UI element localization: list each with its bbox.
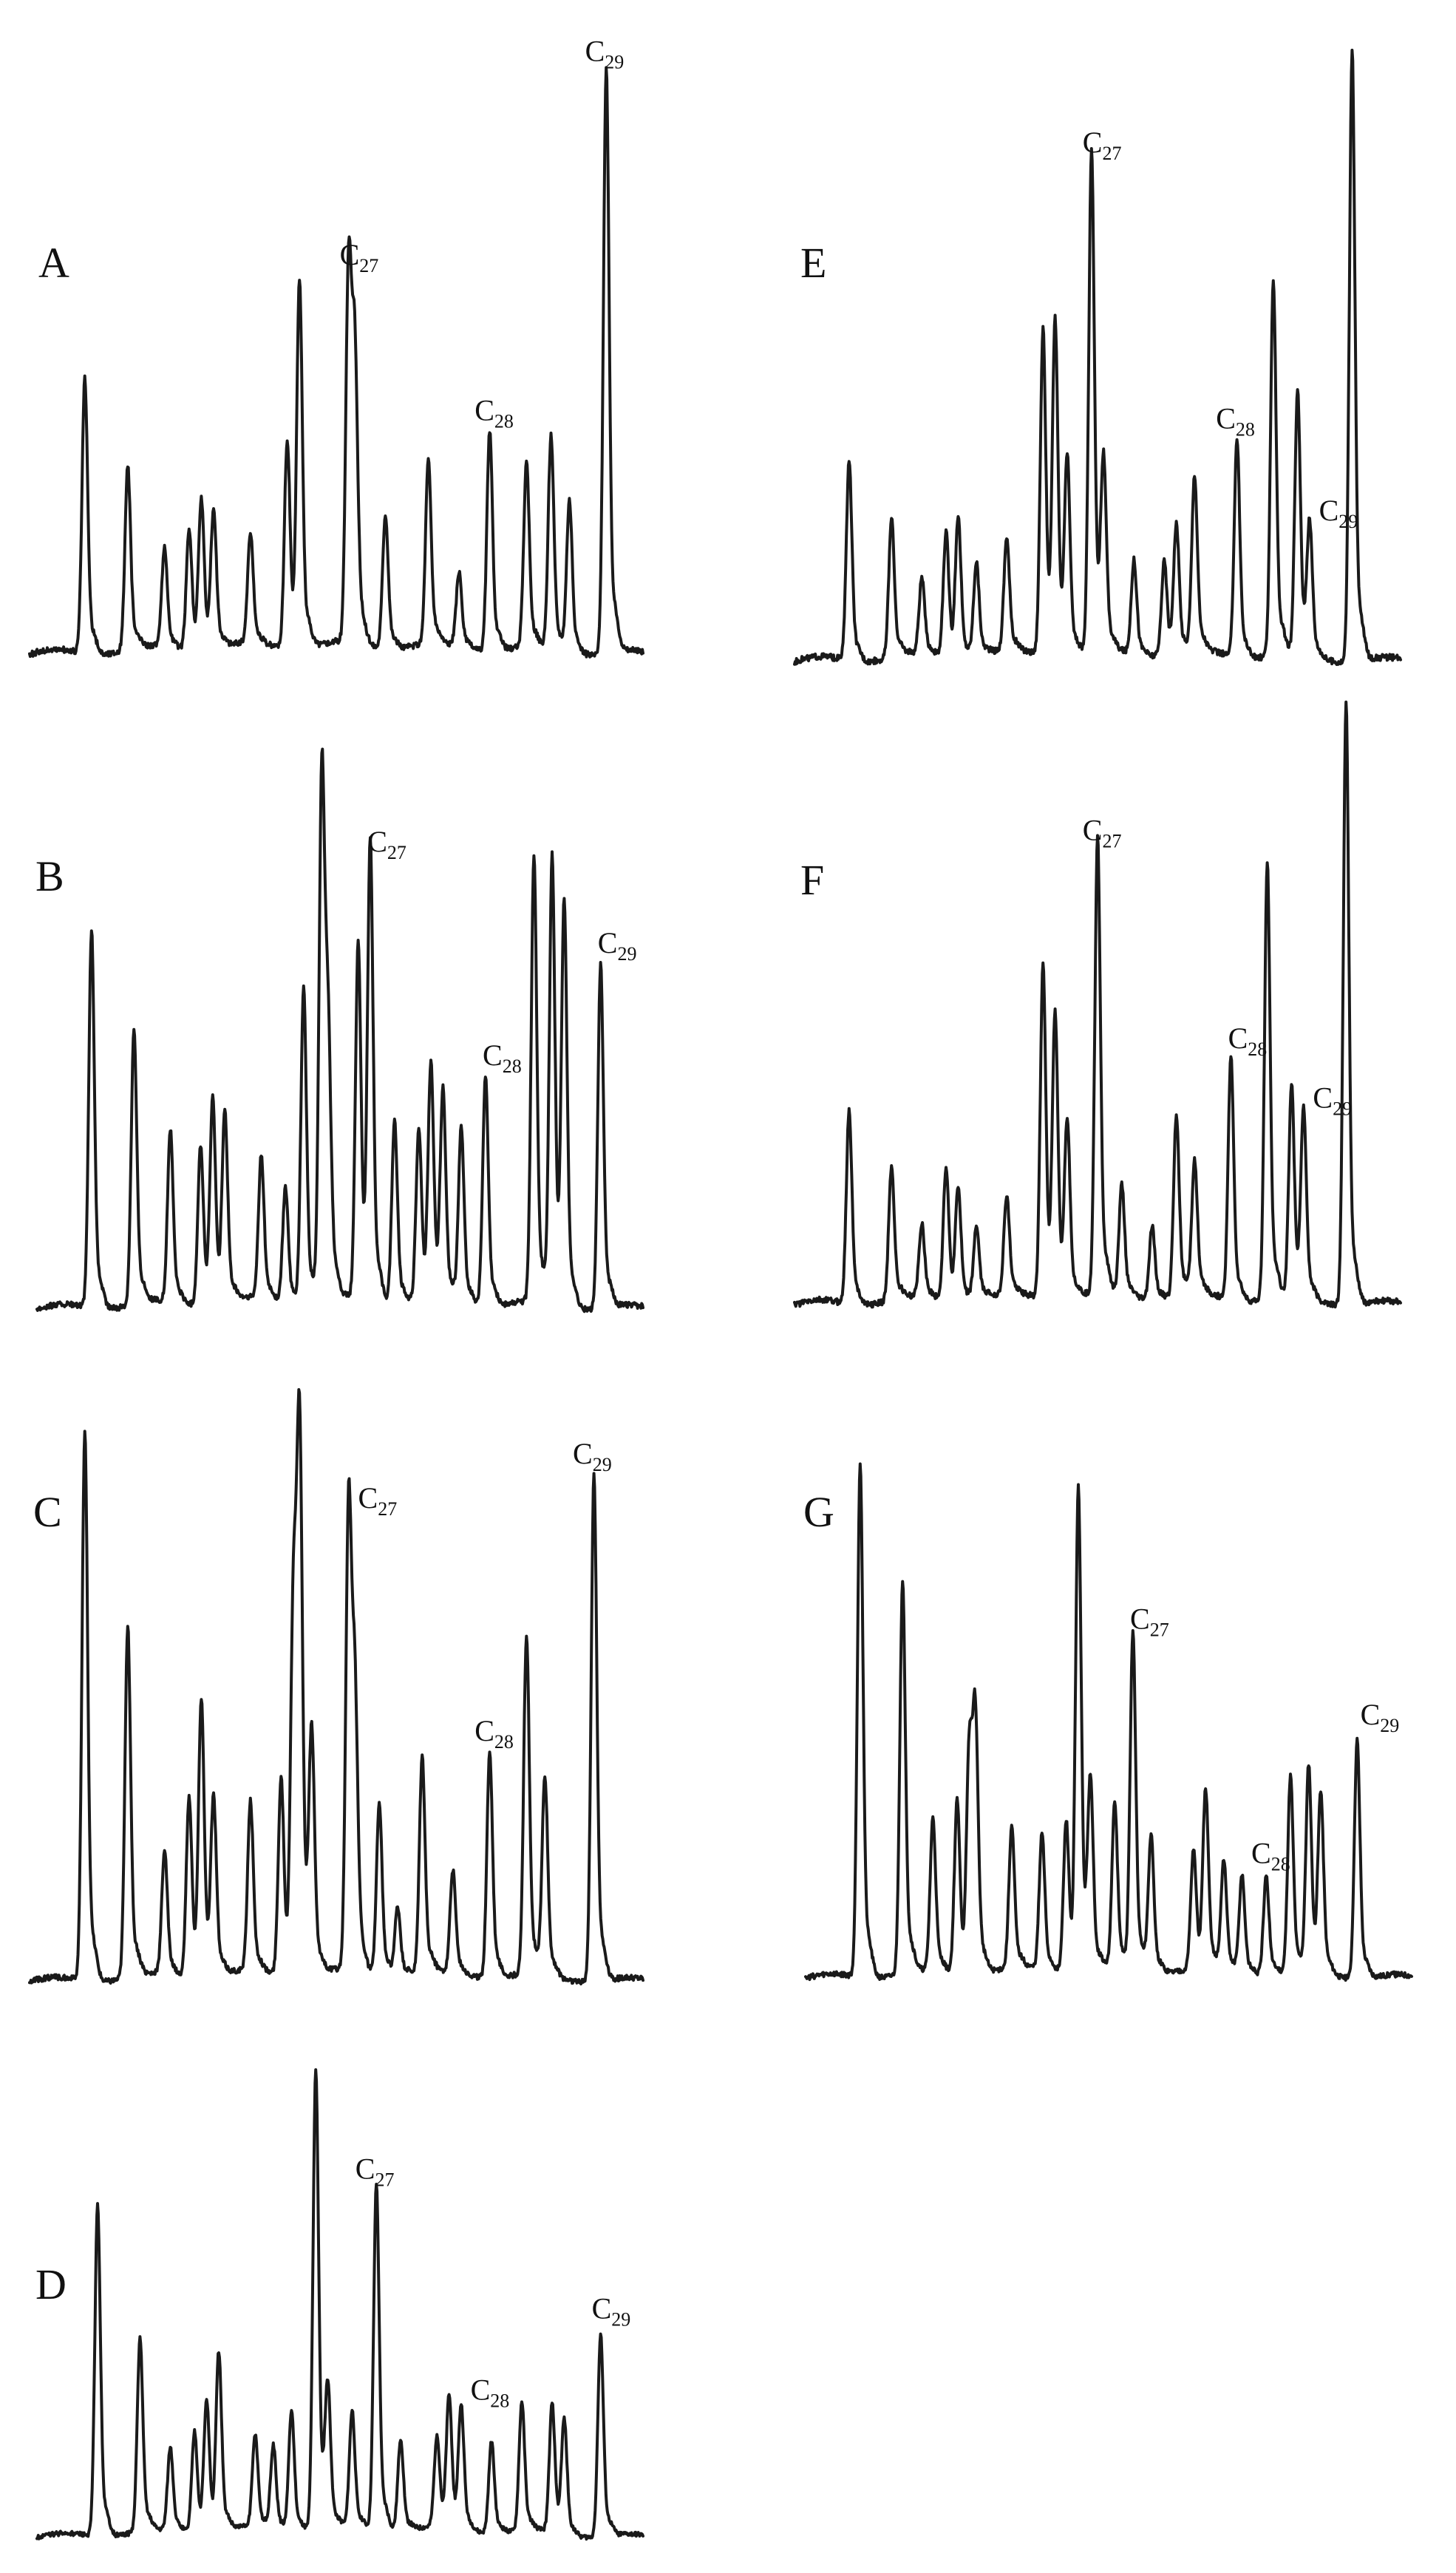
peak-label-c-c27: C27: [358, 1481, 398, 1520]
panel-letter-g: G: [803, 1488, 834, 1536]
peak-label-d-c27: C27: [356, 2152, 395, 2191]
peak-label-g-c28: C28: [1251, 1836, 1290, 1874]
panel-letter-a: A: [38, 239, 69, 287]
peak-label-c-c28: C28: [474, 1714, 514, 1753]
panel-letter-c: C: [33, 1488, 62, 1536]
chromatogram-panel-c: C C27 C28 C29: [28, 1388, 644, 1985]
panel-letter-b: B: [35, 852, 64, 900]
chromatogram-trace-f: [793, 700, 1402, 1309]
chromatogram-panel-a: A C27 C28 C29: [28, 34, 644, 659]
peak-label-b-c28: C28: [483, 1039, 522, 1077]
chromatogram-trace-e: [793, 48, 1402, 666]
peak-label-e-c27: C27: [1083, 126, 1122, 164]
peak-label-a-c29: C29: [585, 34, 625, 72]
peak-label-d-c28: C28: [471, 2373, 510, 2411]
peak-label-f-c28: C28: [1228, 1022, 1268, 1060]
peak-label-b-c29: C29: [598, 926, 637, 965]
chromatogram-trace-c: [28, 1388, 644, 1985]
chromatogram-panel-e: E C27 C28 C29: [793, 48, 1402, 666]
peak-label-a-c27: C27: [340, 238, 379, 276]
peak-label-f-c29: C29: [1313, 1081, 1352, 1120]
peak-label-b-c27: C27: [367, 825, 406, 863]
chromatogram-panel-b: B C27 C28 C29: [35, 747, 644, 1313]
peak-label-d-c29: C29: [592, 2292, 631, 2331]
chromatogram-panel-f: F C27 C28 C29: [793, 700, 1402, 1309]
peak-label-e-c28: C28: [1216, 402, 1255, 441]
chromatogram-panel-g: G C27 C28 C29: [803, 1462, 1413, 1982]
chromatogram-panel-d: D C27 C28 C29: [35, 2068, 644, 2541]
chromatogram-trace-b: [35, 747, 644, 1313]
peak-label-a-c28: C28: [474, 393, 514, 432]
chromatogram-trace-d: [35, 2068, 644, 2541]
panel-letter-f: F: [800, 856, 824, 904]
peak-label-g-c27: C27: [1130, 1602, 1169, 1641]
peak-label-e-c29: C29: [1319, 494, 1358, 532]
chromatogram-trace-g: [804, 1462, 1413, 1982]
peak-label-c-c29: C29: [573, 1437, 612, 1475]
peak-label-g-c29: C29: [1361, 1698, 1400, 1736]
panel-letter-d: D: [35, 2260, 67, 2308]
panel-letter-e: E: [800, 239, 826, 287]
chromatogram-trace-a: [28, 66, 644, 659]
peak-label-f-c27: C27: [1083, 813, 1122, 852]
